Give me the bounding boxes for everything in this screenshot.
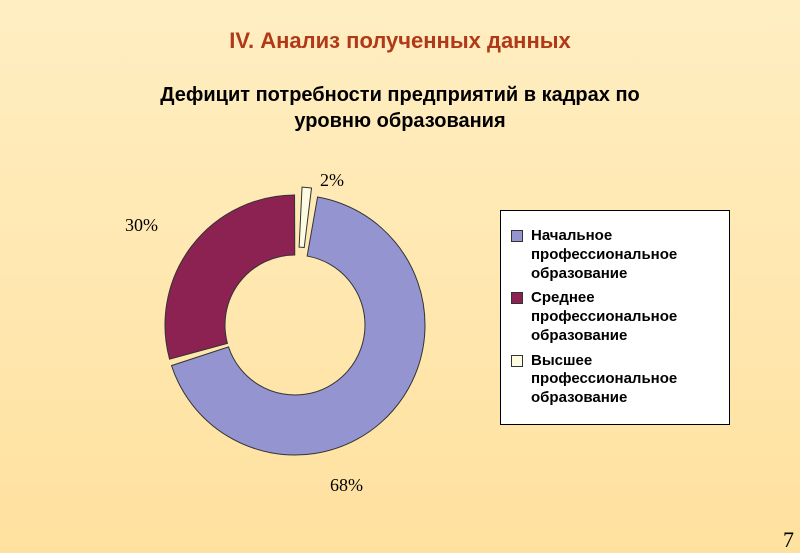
donut-slice-1	[165, 195, 295, 359]
chart-title: Дефицит потребности предприятий в кадрах…	[0, 82, 800, 134]
slice-label-1: 30%	[125, 215, 158, 236]
section-title: IV. Анализ полученных данных	[0, 28, 800, 54]
legend-text-1: Среднее профессиональное образование	[531, 289, 717, 345]
legend-item: Высшее профессиональное образование	[511, 352, 717, 408]
legend-swatch-0	[511, 230, 523, 242]
donut-slice-2	[299, 187, 311, 247]
slice-label-2: 2%	[320, 170, 344, 191]
legend-text-2: Высшее профессиональное образование	[531, 352, 717, 408]
legend-swatch-1	[511, 292, 523, 304]
legend: Начальное профессиональное образование С…	[500, 210, 730, 425]
donut-chart: 68% 30% 2%	[145, 175, 445, 475]
legend-swatch-2	[511, 355, 523, 367]
legend-item: Начальное профессиональное образование	[511, 227, 717, 283]
donut-svg	[145, 175, 445, 475]
legend-text-0: Начальное профессиональное образование	[531, 227, 717, 283]
page-number: 7	[783, 527, 794, 553]
slice-label-0: 68%	[330, 475, 363, 496]
legend-item: Среднее профессиональное образование	[511, 289, 717, 345]
